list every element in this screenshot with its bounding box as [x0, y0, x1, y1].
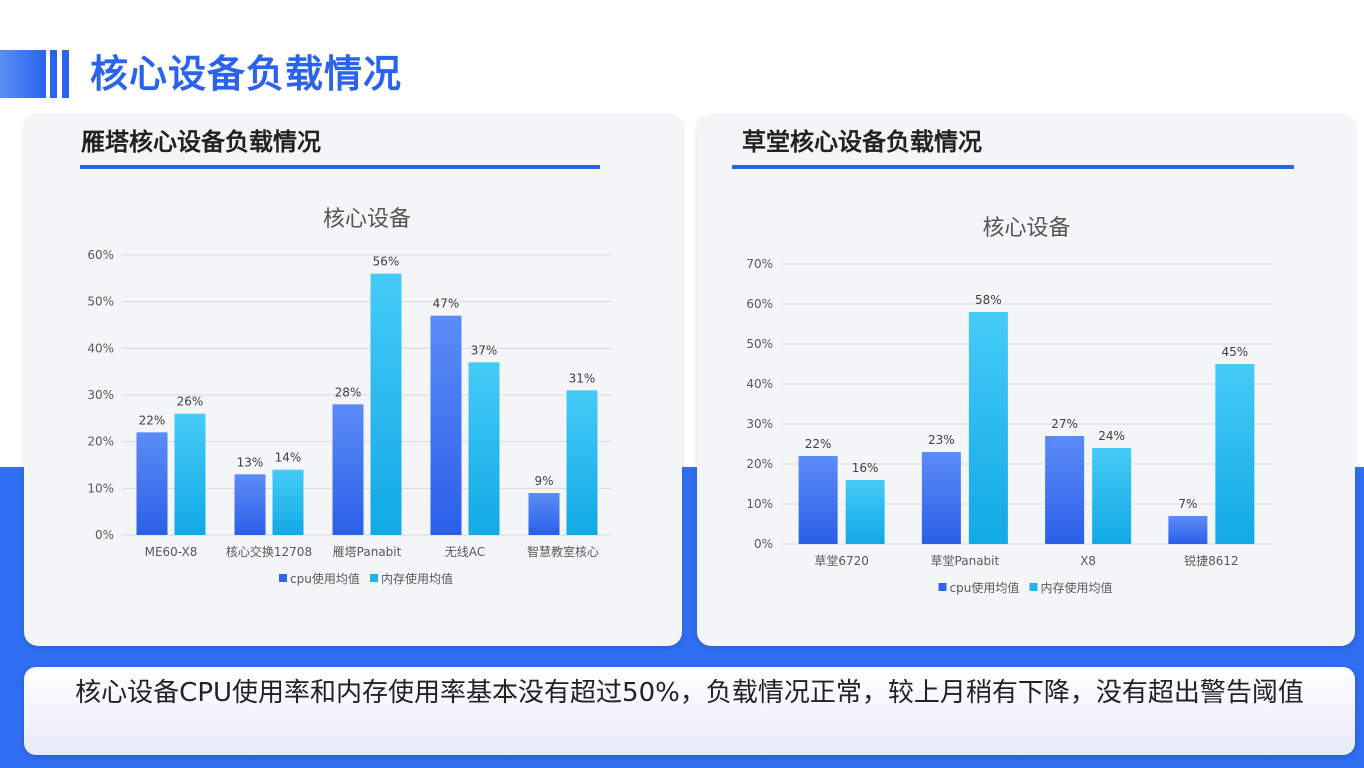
data-label: 7% [1178, 497, 1197, 511]
y-tick-label: 30% [746, 417, 773, 431]
legend-swatch-cpu [938, 583, 947, 591]
chart-panel-caotang: 草堂核心设备负载情况 核心设备 0% 10% 20% 30% 40% 50% 60% 70% 22… [697, 114, 1355, 646]
x-tick-label: 锐捷8612 [1184, 554, 1239, 568]
data-label: 37% [471, 343, 498, 357]
legend-swatch-cpu [279, 574, 287, 582]
bar-cpu [798, 456, 838, 544]
x-tick-label: X8 [1080, 554, 1096, 568]
bar-chart-yanta: 核心设备 0% 10% 20% 30% 40% 50% 60% 22% 26% ME60-X8 13%… [87, 207, 612, 586]
y-tick-label: 40% [746, 377, 773, 391]
bar-cpu [1045, 436, 1085, 544]
data-label: 23% [928, 433, 955, 447]
x-tick-label: ME60-X8 [145, 545, 198, 559]
bar-chart-caotang: 核心设备 0% 10% 20% 30% 40% 50% 60% 70% 22% 16% 草堂6720 2… [746, 216, 1273, 595]
y-tick-label: 60% [87, 248, 114, 262]
bar-cpu [136, 432, 168, 535]
y-tick-label: 20% [87, 435, 114, 449]
data-label: 16% [852, 461, 879, 475]
bar-cpu [332, 404, 364, 535]
chart-panel-yanta: 雁塔核心设备负载情况 核心设备 0% 10% 20% 30% 40% 50% 60% 22% 26… [24, 114, 682, 646]
y-tick-label: 60% [746, 297, 773, 311]
bar-memory [370, 273, 402, 535]
data-label: 13% [237, 455, 264, 469]
x-tick-label: 草堂6720 [814, 554, 869, 568]
page-title: 核心设备负载情况 [90, 52, 403, 96]
panel-title: 雁塔核心设备负载情况 [81, 128, 321, 156]
y-tick-label: 10% [87, 481, 114, 495]
y-tick-label: 0% [754, 537, 773, 551]
bar-memory [845, 480, 885, 544]
data-label: 22% [139, 413, 166, 427]
summary-box: 核心设备CPU使用率和内存使用率基本没有超过50%，负载情况正常，较上月稍有下降… [24, 667, 1355, 755]
bar-memory [1215, 364, 1255, 544]
bar-cpu [234, 474, 266, 535]
chart-title: 核心设备 [982, 216, 1070, 241]
x-tick-label: 草堂Panabit [931, 554, 1000, 568]
data-label: 31% [569, 371, 596, 385]
bar-cpu [921, 452, 961, 544]
summary-text: 核心设备CPU使用率和内存使用率基本没有超过50%，负载情况正常，较上月稍有下降… [75, 678, 1304, 708]
x-tick-label: 无线AC [445, 545, 485, 559]
bar-cpu [430, 315, 462, 535]
legend-label-cpu: cpu使用均值 [950, 580, 1020, 595]
legend-label-cpu: cpu使用均值 [290, 571, 360, 586]
x-tick-label: 核心交换12708 [226, 544, 312, 559]
panel-title: 草堂核心设备负载情况 [742, 128, 982, 156]
legend-swatch-memory [370, 574, 378, 582]
legend-label-memory: 内存使用均值 [1041, 580, 1113, 595]
y-tick-label: 50% [87, 295, 114, 309]
title-accent-block [0, 50, 46, 98]
data-label: 45% [1222, 345, 1249, 359]
bar-memory [272, 469, 304, 535]
data-label: 28% [335, 385, 362, 399]
title-accent-stripe [62, 50, 69, 98]
data-label: 9% [534, 474, 553, 488]
y-tick-label: 10% [746, 497, 773, 511]
x-tick-label: 智慧教室核心 [527, 544, 599, 559]
panel-divider [732, 165, 1294, 169]
y-tick-label: 30% [87, 388, 114, 402]
y-tick-label: 40% [87, 341, 114, 355]
panel-divider [80, 165, 600, 169]
bar-cpu [1168, 516, 1208, 544]
bar-memory [174, 413, 206, 535]
data-label: 58% [975, 293, 1002, 307]
x-tick-label: 雁塔Panabit [333, 545, 402, 559]
data-label: 56% [373, 255, 400, 269]
chart-title: 核心设备 [323, 207, 411, 232]
bar-memory [566, 390, 598, 535]
data-label: 26% [177, 395, 204, 409]
data-label: 14% [275, 451, 302, 465]
data-label: 22% [805, 437, 832, 451]
bar-memory [1092, 448, 1132, 544]
y-tick-label: 70% [746, 257, 773, 271]
legend-swatch-memory [1029, 583, 1038, 591]
y-tick-label: 0% [95, 528, 114, 542]
bar-memory [468, 362, 500, 535]
y-tick-label: 50% [746, 337, 773, 351]
y-tick-label: 20% [746, 457, 773, 471]
data-label: 27% [1051, 417, 1078, 431]
bar-memory [968, 312, 1008, 544]
data-label: 47% [433, 297, 460, 311]
legend-label-memory: 内存使用均值 [381, 571, 453, 586]
title-accent-stripe [50, 50, 57, 98]
data-label: 24% [1098, 429, 1125, 443]
bar-cpu [528, 493, 560, 535]
